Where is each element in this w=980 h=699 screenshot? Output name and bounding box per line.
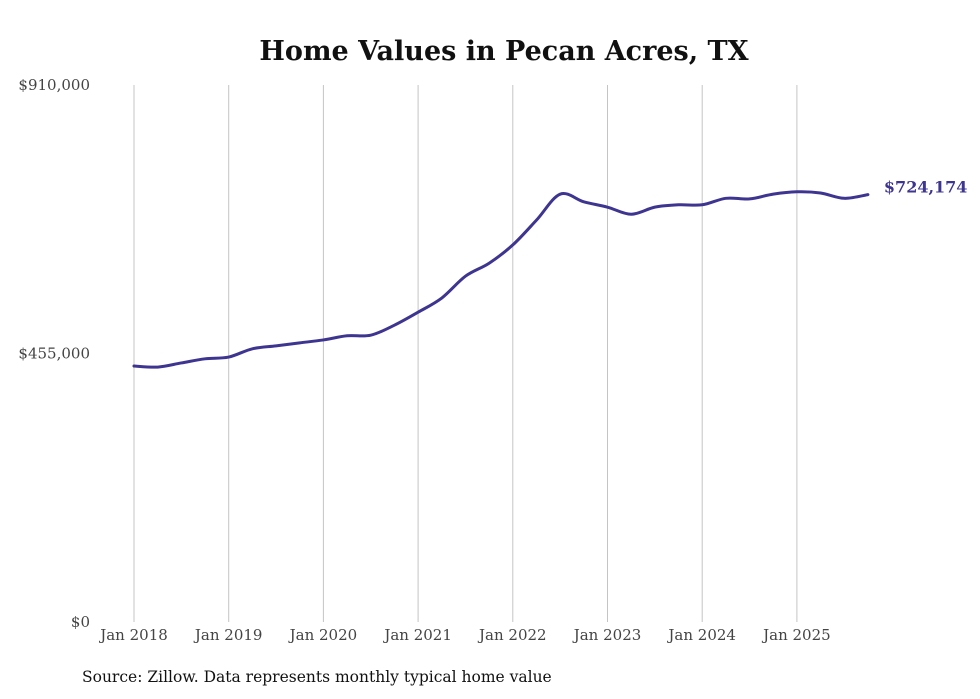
x-tick-label: Jan 2024 bbox=[666, 626, 736, 644]
y-tick-label: $455,000 bbox=[18, 345, 90, 363]
end-value-label: $724,174 bbox=[884, 178, 968, 197]
x-axis: Jan 2018 Jan 2019 Jan 2020 Jan 2021 Jan 2022… bbox=[98, 626, 830, 644]
y-axis: $0 $455,000 $910,000 bbox=[18, 76, 90, 631]
grid-lines bbox=[133, 85, 798, 622]
x-tick-label: Jan 2019 bbox=[193, 626, 263, 644]
x-tick-label: Jan 2023 bbox=[572, 626, 642, 644]
x-tick-label: Jan 2025 bbox=[761, 626, 831, 644]
y-tick-label: $0 bbox=[71, 613, 90, 631]
series-line bbox=[132, 190, 870, 369]
source-note: Source: Zillow. Data represents monthly … bbox=[82, 668, 552, 686]
x-tick-label: Jan 2021 bbox=[382, 626, 452, 644]
x-tick-label: Jan 2020 bbox=[288, 626, 358, 644]
y-tick-label: $910,000 bbox=[18, 76, 90, 94]
chart-title: Home Values in Pecan Acres, TX bbox=[259, 36, 748, 67]
x-tick-label: Jan 2018 bbox=[98, 626, 168, 644]
x-tick-label: Jan 2022 bbox=[477, 626, 547, 644]
